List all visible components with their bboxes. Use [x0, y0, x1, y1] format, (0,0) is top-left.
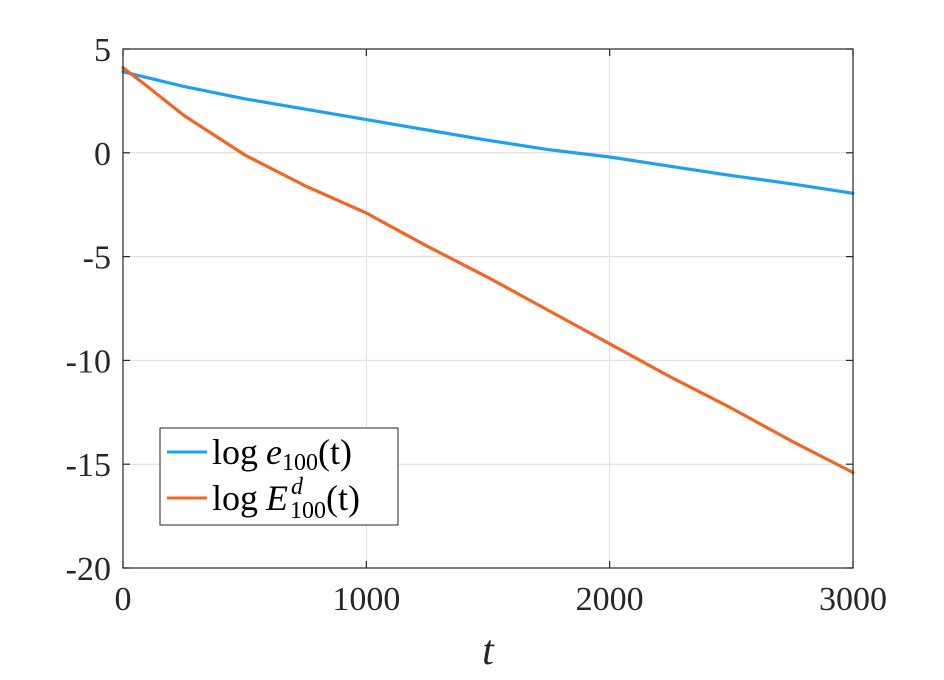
series-line-2	[121, 66, 855, 475]
x-tick-label: 0	[115, 581, 132, 618]
x-tick-label: 1000	[332, 581, 400, 618]
x-axis-label: t	[482, 628, 495, 674]
legend-label-series-1: log e100(t)	[212, 432, 352, 476]
y-tick-label: -10	[66, 343, 111, 380]
y-tick-label: -15	[66, 447, 111, 484]
x-tick-label: 2000	[576, 581, 644, 618]
plot-frame	[122, 48, 854, 569]
y-tick-label: -5	[83, 240, 111, 277]
legend-box	[159, 427, 399, 526]
series-line-1	[121, 70, 855, 195]
axis-ticks	[122, 48, 854, 569]
x-tick-labels: 0 1000 2000 3000	[115, 581, 888, 618]
y-tick-label: 0	[94, 136, 111, 173]
y-tick-label: -20	[66, 551, 111, 588]
y-tick-labels: 5 0 -5 -10 -15 -20	[66, 32, 111, 588]
y-tick-label: 5	[94, 32, 111, 69]
series-group	[121, 66, 855, 475]
x-tick-label: 3000	[819, 581, 887, 618]
